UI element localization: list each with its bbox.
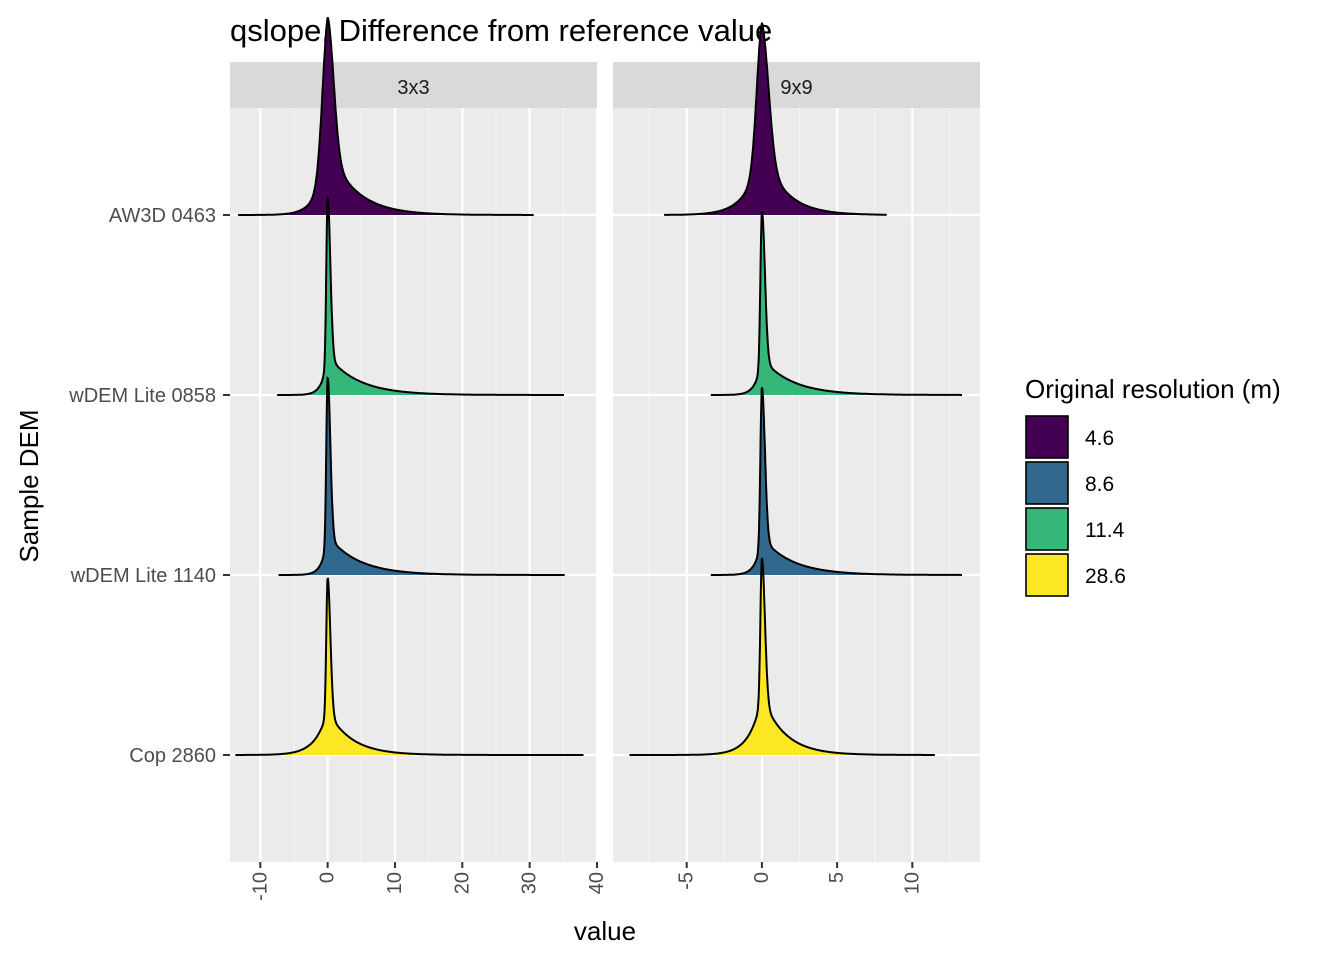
x-axis-label: value <box>574 916 636 946</box>
ridge-outline <box>710 211 962 396</box>
legend-key <box>1025 461 1069 505</box>
ridge-area-wdem-lite-0858 <box>710 211 962 395</box>
x-tick-label: 20 <box>451 872 473 894</box>
x-tick-label: 10 <box>901 872 923 894</box>
y-axis-label: Sample DEM <box>14 409 44 562</box>
legend-key <box>1025 415 1069 459</box>
panel-background <box>230 108 597 862</box>
legend-title: Original resolution (m) <box>1025 374 1281 404</box>
y-axis: AW3D 0463 wDEM Lite 0858 wDEM Lite 1140 Cop… <box>68 205 230 767</box>
legend-label: 8.6 <box>1085 473 1114 496</box>
chart-title: qslope. Difference from reference value <box>230 13 772 48</box>
x-tick-label: 10 <box>384 872 406 894</box>
x-tick-label: 0 <box>751 872 773 883</box>
ridge-outline <box>629 557 935 756</box>
x-tick-label: -5 <box>676 872 698 890</box>
x-tick-label: 40 <box>586 872 608 894</box>
ridge-outline <box>277 196 564 396</box>
facet-strip-label: 3x3 <box>397 77 429 99</box>
legend-label: 11.4 <box>1085 519 1125 542</box>
legend-key <box>1025 507 1069 551</box>
panel-9x9: 9x9 -5 0 5 10 <box>613 22 980 894</box>
legend-key <box>1025 553 1069 597</box>
ridge-area-wdem-lite-1140 <box>710 387 962 575</box>
y-tick-label: wDEM Lite 1140 <box>70 565 216 587</box>
y-tick-label: wDEM Lite 0858 <box>68 385 216 407</box>
ridge-outline <box>238 16 534 216</box>
x-tick-label: -10 <box>249 872 271 901</box>
ridge-outline <box>664 22 887 216</box>
x-tick-label: 0 <box>317 872 339 883</box>
x-tick-label: 5 <box>826 872 848 883</box>
y-tick-label: AW3D 0463 <box>109 205 216 227</box>
facet-strip-label: 9x9 <box>780 77 812 99</box>
facet-strip <box>230 62 597 108</box>
panels-group: 3x3 -10 0 10 20 30 40 9x9 -5 0 5 10 AW3D 0463 wDEM Li… <box>68 16 980 901</box>
legend-label: 28.6 <box>1085 565 1126 588</box>
legend: Original resolution (m) 4.6 8.6 11.4 28.6 <box>1025 374 1281 597</box>
ridge-outline <box>235 577 584 756</box>
x-tick-label: 30 <box>519 872 541 894</box>
legend-label: 4.6 <box>1085 427 1114 450</box>
ridge-area-aw3d-0463 <box>664 23 887 215</box>
ridge-outline <box>710 387 962 576</box>
y-tick-label: Cop 2860 <box>129 745 216 767</box>
panel-3x3: 3x3 -10 0 10 20 30 40 <box>230 16 608 901</box>
facet-strip <box>613 62 980 108</box>
panel-background <box>613 108 980 862</box>
ridge-outline <box>278 376 565 576</box>
